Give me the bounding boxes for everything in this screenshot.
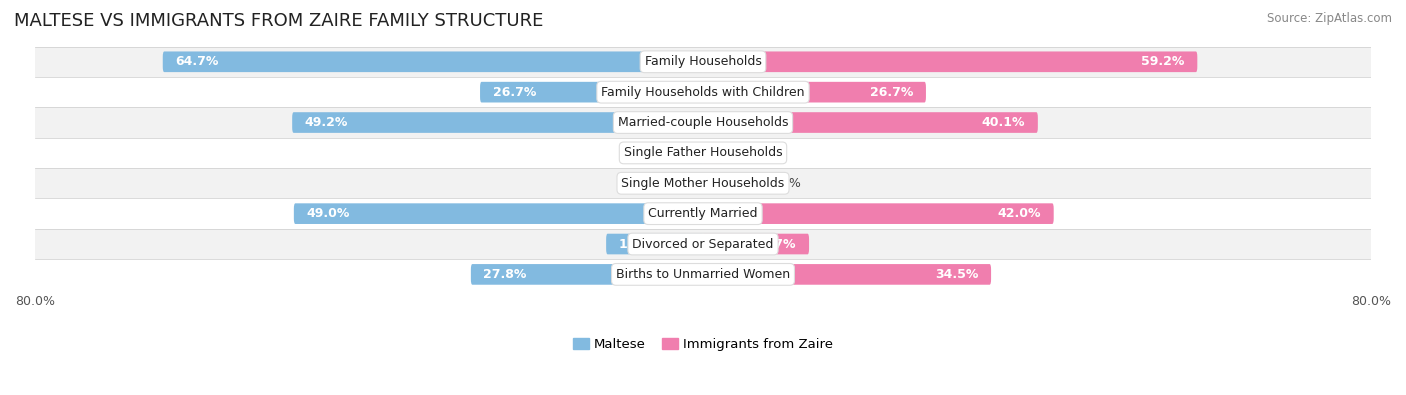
Bar: [35, 138, 1371, 168]
Text: 27.8%: 27.8%: [484, 268, 527, 281]
Text: Source: ZipAtlas.com: Source: ZipAtlas.com: [1267, 12, 1392, 25]
Text: Divorced or Separated: Divorced or Separated: [633, 237, 773, 250]
Bar: [35, 107, 1371, 138]
Text: Births to Unmarried Women: Births to Unmarried Women: [616, 268, 790, 281]
Bar: [35, 47, 1371, 77]
FancyBboxPatch shape: [703, 143, 723, 163]
Text: 12.7%: 12.7%: [754, 237, 797, 250]
FancyBboxPatch shape: [606, 234, 703, 254]
FancyBboxPatch shape: [471, 264, 703, 285]
Text: 64.7%: 64.7%: [176, 55, 219, 68]
Text: Family Households with Children: Family Households with Children: [602, 86, 804, 99]
Text: 42.0%: 42.0%: [998, 207, 1042, 220]
Text: 5.2%: 5.2%: [623, 177, 655, 190]
FancyBboxPatch shape: [703, 82, 927, 102]
Text: 2.0%: 2.0%: [650, 147, 682, 160]
FancyBboxPatch shape: [703, 234, 808, 254]
Text: 40.1%: 40.1%: [981, 116, 1025, 129]
FancyBboxPatch shape: [703, 112, 1038, 133]
FancyBboxPatch shape: [479, 82, 703, 102]
Text: 2.4%: 2.4%: [727, 147, 759, 160]
FancyBboxPatch shape: [703, 203, 1053, 224]
FancyBboxPatch shape: [703, 264, 991, 285]
Text: 49.2%: 49.2%: [305, 116, 349, 129]
Text: Single Father Households: Single Father Households: [624, 147, 782, 160]
FancyBboxPatch shape: [292, 112, 703, 133]
Text: 59.2%: 59.2%: [1142, 55, 1185, 68]
Text: 26.7%: 26.7%: [492, 86, 536, 99]
Text: 26.7%: 26.7%: [870, 86, 914, 99]
Text: 34.5%: 34.5%: [935, 268, 979, 281]
FancyBboxPatch shape: [703, 173, 765, 194]
Legend: Maltese, Immigrants from Zaire: Maltese, Immigrants from Zaire: [574, 338, 832, 351]
Bar: [35, 168, 1371, 198]
Bar: [35, 198, 1371, 229]
Text: Married-couple Households: Married-couple Households: [617, 116, 789, 129]
Bar: [35, 259, 1371, 290]
FancyBboxPatch shape: [703, 51, 1198, 72]
Text: Family Households: Family Households: [644, 55, 762, 68]
FancyBboxPatch shape: [294, 203, 703, 224]
FancyBboxPatch shape: [686, 143, 703, 163]
Text: 49.0%: 49.0%: [307, 207, 350, 220]
FancyBboxPatch shape: [659, 173, 703, 194]
Bar: [35, 77, 1371, 107]
Text: MALTESE VS IMMIGRANTS FROM ZAIRE FAMILY STRUCTURE: MALTESE VS IMMIGRANTS FROM ZAIRE FAMILY …: [14, 12, 544, 30]
Text: Currently Married: Currently Married: [648, 207, 758, 220]
FancyBboxPatch shape: [163, 51, 703, 72]
Text: Single Mother Households: Single Mother Households: [621, 177, 785, 190]
Text: 11.6%: 11.6%: [619, 237, 662, 250]
Text: 7.4%: 7.4%: [769, 177, 801, 190]
Bar: [35, 229, 1371, 259]
